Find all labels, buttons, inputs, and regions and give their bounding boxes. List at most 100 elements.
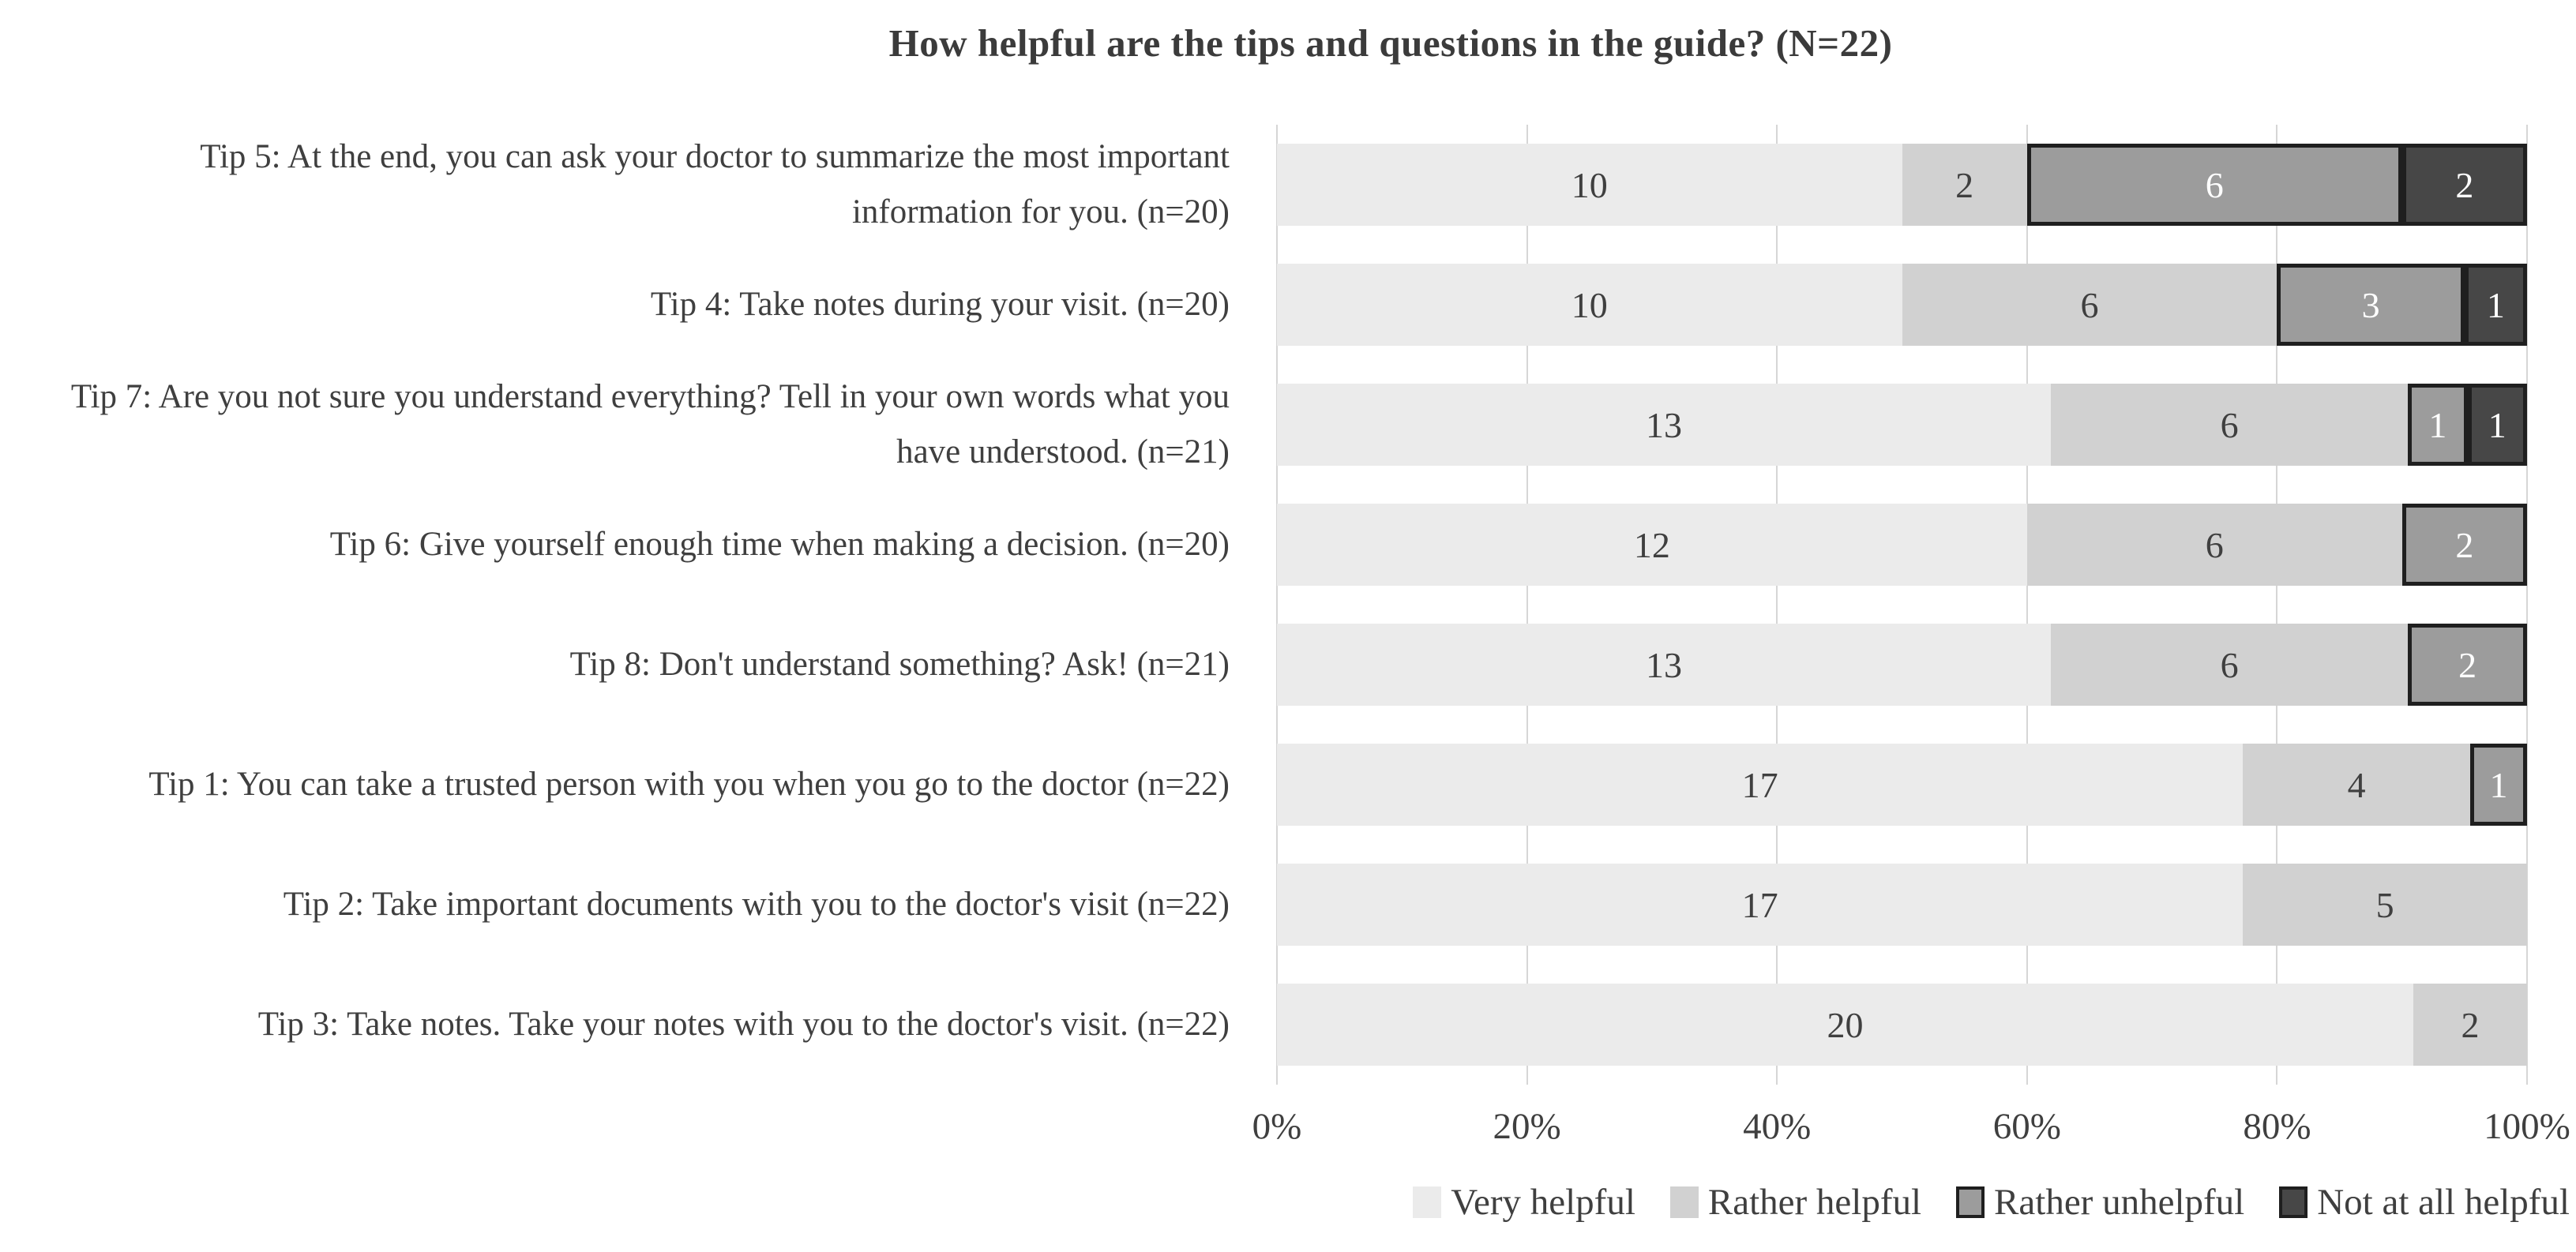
bar-row: 10 6 3 1 (1277, 245, 2527, 365)
bar-segment: 1 (2464, 264, 2527, 346)
segment-value-label: 13 (1645, 644, 1682, 685)
stacked-bar: 13 6 1 1 (1277, 384, 2527, 466)
legend-swatch (1669, 1186, 1699, 1218)
stacked-bar: 12 6 2 (1277, 504, 2527, 586)
segment-value-label: 13 (1645, 404, 1682, 445)
x-axis-tick-label: 40% (1743, 1106, 1812, 1147)
x-axis: 0% 20% 40% 60% 80% 100% (1252, 1105, 2570, 1154)
bar-segment: 13 (1277, 384, 2051, 466)
category-label-text: Tip 6: Give yourself enough time when ma… (329, 526, 1230, 564)
category-labels: Tip 5: At the end, you can ask your doct… (47, 125, 1230, 1085)
category-label-text: Tip 2: Take important documents with you… (283, 886, 1230, 924)
segment-value-label: 1 (2486, 284, 2505, 325)
segment-value-label: 10 (1571, 164, 1608, 205)
category-label: Tip 2: Take important documents with you… (47, 845, 1230, 965)
bar-segment: 2 (2413, 984, 2527, 1066)
stacked-bar: 10 2 6 2 (1277, 144, 2527, 226)
bar-segment: 17 (1277, 864, 2244, 946)
bar-segment: 2 (2401, 504, 2527, 586)
segment-value-label: 6 (2080, 284, 2099, 325)
segment-value-label: 20 (1827, 1004, 1864, 1045)
category-label-text: Tip 1: You can take a trusted person wit… (148, 766, 1230, 804)
bar-segment: 3 (2277, 264, 2465, 346)
gridline (1276, 125, 1278, 1085)
category-label-text: Tip 8: Don't understand something? Ask! … (569, 646, 1230, 684)
category-label: Tip 8: Don't understand something? Ask! … (47, 605, 1230, 725)
gridline (2526, 125, 2528, 1085)
stacked-bar: 17 4 1 (1277, 744, 2527, 826)
segment-value-label: 6 (2205, 524, 2224, 565)
bar-segment: 10 (1277, 144, 1902, 226)
bar-row: 12 6 2 (1277, 485, 2527, 605)
x-axis-tick-label: 100% (2484, 1106, 2570, 1147)
legend-label: Rather helpful (1707, 1182, 1922, 1223)
segment-value-label: 6 (2220, 644, 2239, 685)
segment-value-label: 17 (1741, 764, 1778, 805)
segment-value-label: 2 (1955, 164, 1974, 205)
segment-value-label: 3 (2361, 284, 2380, 325)
category-label: Tip 3: Take notes. Take your notes with … (47, 965, 1230, 1085)
bar-row: 17 5 (1277, 845, 2527, 965)
legend-item: Not at all helpful (2279, 1181, 2570, 1224)
bar-segment: 13 (1277, 624, 2051, 706)
segment-value-label: 4 (2347, 764, 2366, 805)
segment-value-label: 10 (1571, 284, 1608, 325)
segment-value-label: 2 (2458, 644, 2477, 685)
category-label: Tip 4: Take notes during your visit. (n=… (47, 245, 1230, 365)
x-axis-tick-label: 60% (1992, 1106, 2061, 1147)
bar-segment: 12 (1277, 504, 2027, 586)
stacked-bar: 10 6 3 1 (1277, 264, 2527, 346)
segment-value-label: 1 (2489, 764, 2508, 805)
plot-area: 10 2 6 2 10 6 3 1 13 6 1 1 12 6 2 13 6 2 17 4 1 17 5 20 2 (1276, 125, 2528, 1085)
x-axis-tick-label: 80% (2243, 1106, 2311, 1147)
category-label-text: Tip 5: At the end, you can ask your doct… (200, 138, 1230, 231)
bar-rows: 10 2 6 2 10 6 3 1 13 6 1 1 12 6 2 13 6 2 17 4 1 17 5 20 2 (1277, 125, 2527, 1085)
bar-segment: 1 (2467, 384, 2527, 466)
bar-row: 13 6 1 1 (1277, 365, 2527, 485)
chart-title: How helpful are the tips and questions i… (888, 21, 1893, 65)
bar-segment: 4 (2243, 744, 2471, 826)
bar-segment: 2 (2401, 144, 2527, 226)
legend: Very helpful Rather helpful Rather unhelpf… (0, 1181, 2576, 1224)
category-label-text: Tip 4: Take notes during your visit. (n=… (650, 286, 1230, 324)
segment-value-label: 6 (2220, 404, 2239, 445)
category-label: Tip 7: Are you not sure you understand e… (47, 365, 1230, 485)
bar-segment: 6 (2026, 144, 2402, 226)
segment-value-label: 2 (2455, 164, 2474, 205)
bar-segment: 6 (2026, 504, 2402, 586)
segment-value-label: 1 (2488, 404, 2507, 445)
legend-item: Rather unhelpful (1956, 1181, 2244, 1224)
bar-row: 17 4 1 (1277, 725, 2527, 845)
bar-segment: 2 (1902, 144, 2027, 226)
gridline (1526, 125, 1528, 1085)
segment-value-label: 17 (1741, 884, 1778, 925)
bar-row: 13 6 2 (1277, 605, 2527, 725)
bar-segment: 1 (2408, 384, 2468, 466)
category-label: Tip 5: At the end, you can ask your doct… (47, 125, 1230, 245)
bar-segment: 6 (2050, 384, 2409, 466)
legend-label: Not at all helpful (2317, 1182, 2570, 1223)
bar-segment: 17 (1277, 744, 2244, 826)
bar-segment: 20 (1277, 984, 2414, 1066)
chart-body: Tip 5: At the end, you can ask your doct… (47, 125, 2576, 1085)
segment-value-label: 1 (2428, 404, 2447, 445)
gridline (2276, 125, 2278, 1085)
bar-segment: 5 (2243, 864, 2527, 946)
stacked-bar: 13 6 2 (1277, 624, 2527, 706)
legend-label: Very helpful (1451, 1182, 1635, 1223)
segment-value-label: 5 (2375, 884, 2394, 925)
segment-value-label: 2 (2461, 1004, 2480, 1045)
legend-swatch (1413, 1186, 1442, 1218)
bar-segment: 6 (1902, 264, 2277, 346)
category-label-text: Tip 3: Take notes. Take your notes with … (257, 1006, 1230, 1044)
bar-segment: 1 (2470, 744, 2527, 826)
gridline (1776, 125, 1778, 1085)
gridline (2026, 125, 2028, 1085)
stacked-bar: 17 5 (1277, 864, 2527, 946)
legend-item: Rather helpful (1669, 1181, 1922, 1224)
category-label: Tip 6: Give yourself enough time when ma… (47, 485, 1230, 605)
bar-row: 20 2 (1277, 965, 2527, 1085)
x-axis-tick-label: 0% (1252, 1106, 1302, 1147)
legend-item: Very helpful (1413, 1181, 1635, 1224)
